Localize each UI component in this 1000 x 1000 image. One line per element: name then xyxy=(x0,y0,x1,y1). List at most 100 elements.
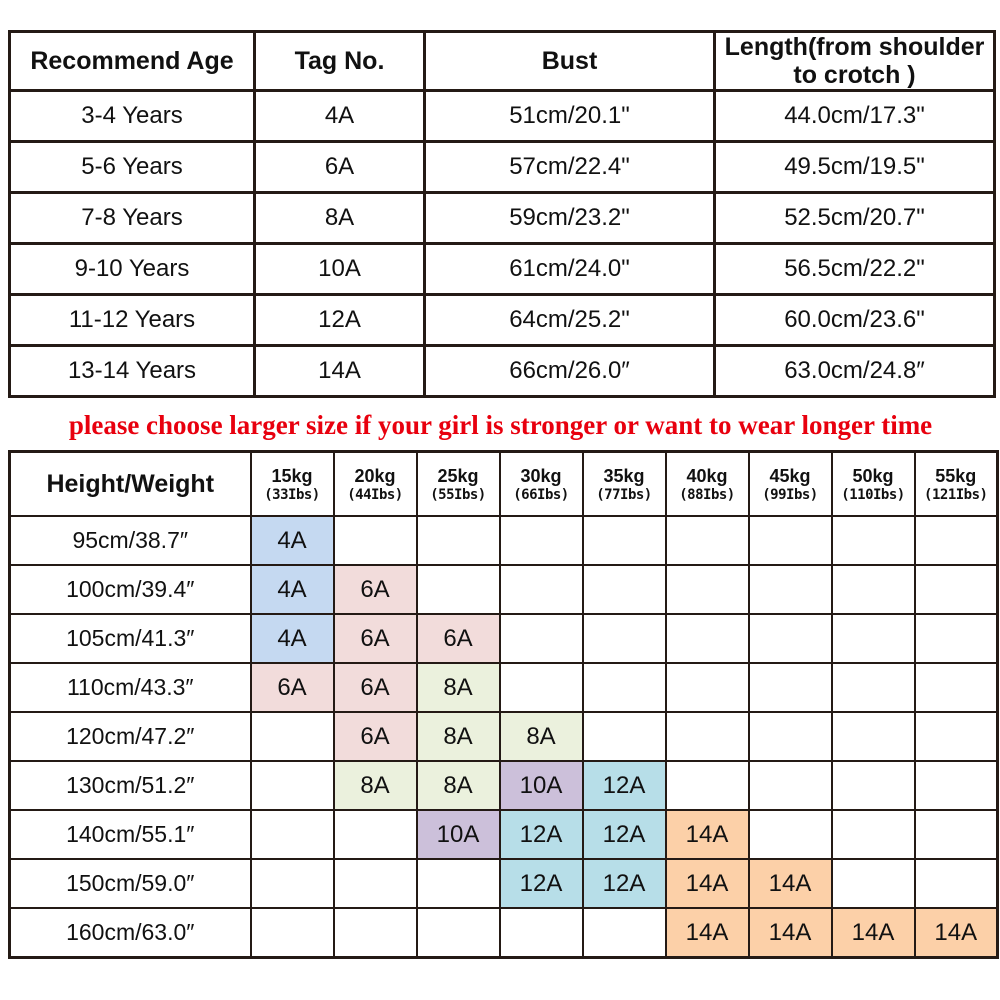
tag-cell: 6A xyxy=(415,613,501,665)
height-label-cell: 120cm/47.2″ xyxy=(8,711,252,763)
empty-cell xyxy=(498,613,584,665)
empty-cell xyxy=(664,613,750,665)
size-table-cell: 3-4 Years xyxy=(8,89,256,143)
weight-lbs-label: (110Ibs) xyxy=(841,486,905,503)
empty-cell xyxy=(249,809,335,861)
empty-cell xyxy=(332,907,418,959)
size-table-cell: 56.5cm/22.2" xyxy=(713,242,996,296)
weight-header-cell: 25kg (55Ibs) xyxy=(415,450,501,518)
tag-cell: 12A xyxy=(581,809,667,861)
empty-cell xyxy=(498,662,584,714)
size-table-cell: 8A xyxy=(253,191,426,245)
weight-lbs-label: (88Ibs) xyxy=(679,486,735,503)
size-table-cell: 11-12 Years xyxy=(8,293,256,347)
empty-cell xyxy=(664,662,750,714)
empty-cell xyxy=(747,809,833,861)
tag-cell: 6A xyxy=(332,711,418,763)
tag-cell: 12A xyxy=(498,809,584,861)
empty-cell xyxy=(913,809,999,861)
empty-cell xyxy=(830,858,916,910)
weight-header-cell: 20kg (44Ibs) xyxy=(332,450,418,518)
height-weight-table: Height/Weight 15kg (33Ibs) 20kg (44Ibs) 25kg… xyxy=(8,450,999,960)
tag-cell: 14A xyxy=(830,907,916,959)
empty-cell xyxy=(830,564,916,616)
weight-kg-label: 55kg xyxy=(935,466,977,487)
empty-cell xyxy=(747,760,833,812)
empty-cell xyxy=(498,564,584,616)
weight-kg-label: 35kg xyxy=(603,466,645,487)
weight-header-cell: 45kg (99Ibs) xyxy=(747,450,833,518)
size-table-cell: 13-14 Years xyxy=(8,344,256,398)
height-label-cell: 160cm/63.0″ xyxy=(8,907,252,959)
size-table-cell: 44.0cm/17.3" xyxy=(713,89,996,143)
weight-kg-label: 50kg xyxy=(852,466,894,487)
weight-header-cell: 15kg (33Ibs) xyxy=(249,450,335,518)
empty-cell xyxy=(498,907,584,959)
weight-lbs-label: (33Ibs) xyxy=(264,486,320,503)
weight-header-cell: 40kg (88Ibs) xyxy=(664,450,750,518)
height-label-cell: 95cm/38.7″ xyxy=(8,515,252,567)
empty-cell xyxy=(913,515,999,567)
empty-cell xyxy=(830,711,916,763)
size-table-row: 11-12 Years 12A 64cm/25.2" 60.0cm/23.6" xyxy=(8,293,996,347)
size-notice-text: please choose larger size if your girl i… xyxy=(68,410,933,440)
empty-cell xyxy=(913,760,999,812)
empty-cell xyxy=(747,711,833,763)
empty-cell xyxy=(332,809,418,861)
tag-cell: 4A xyxy=(249,564,335,616)
tag-cell: 8A xyxy=(415,662,501,714)
empty-cell xyxy=(664,564,750,616)
size-table-cell: 57cm/22.4" xyxy=(423,140,716,194)
empty-cell xyxy=(415,858,501,910)
empty-cell xyxy=(498,515,584,567)
tag-cell: 14A xyxy=(664,809,750,861)
weight-kg-label: 15kg xyxy=(271,466,313,487)
size-table-cell: 52.5cm/20.7" xyxy=(713,191,996,245)
matrix-row: 100cm/39.4″ 4A 6A xyxy=(8,564,999,616)
size-table-header-cell: Length(from shoulder to crotch ) xyxy=(713,30,996,92)
empty-cell xyxy=(332,515,418,567)
size-table-row: 3-4 Years 4A 51cm/20.1" 44.0cm/17.3" xyxy=(8,89,996,143)
size-table-row: 9-10 Years 10A 61cm/24.0" 56.5cm/22.2" xyxy=(8,242,996,296)
matrix-row: 150cm/59.0″ 12A 12A 14A 14A xyxy=(8,858,999,910)
empty-cell xyxy=(913,613,999,665)
empty-cell xyxy=(830,662,916,714)
tag-cell: 12A xyxy=(581,760,667,812)
weight-lbs-label: (77Ibs) xyxy=(596,486,652,503)
size-table-header-cell: Recommend Age xyxy=(8,30,256,92)
height-label-cell: 150cm/59.0″ xyxy=(8,858,252,910)
size-table-cell: 61cm/24.0" xyxy=(423,242,716,296)
empty-cell xyxy=(581,711,667,763)
size-table-cell: 59cm/23.2" xyxy=(423,191,716,245)
empty-cell xyxy=(664,515,750,567)
tag-cell: 14A xyxy=(747,907,833,959)
empty-cell xyxy=(664,760,750,812)
empty-cell xyxy=(747,613,833,665)
size-table-cell: 12A xyxy=(253,293,426,347)
height-label-cell: 130cm/51.2″ xyxy=(8,760,252,812)
empty-cell xyxy=(830,760,916,812)
weight-kg-label: 25kg xyxy=(437,466,479,487)
empty-cell xyxy=(249,760,335,812)
tag-cell: 6A xyxy=(332,613,418,665)
tag-cell: 8A xyxy=(498,711,584,763)
empty-cell xyxy=(249,907,335,959)
tag-cell: 6A xyxy=(249,662,335,714)
empty-cell xyxy=(747,564,833,616)
height-label-cell: 110cm/43.3″ xyxy=(8,662,252,714)
weight-header-cell: 55kg (121Ibs) xyxy=(913,450,999,518)
weight-lbs-label: (66Ibs) xyxy=(513,486,569,503)
tag-cell: 12A xyxy=(498,858,584,910)
empty-cell xyxy=(332,858,418,910)
tag-cell: 14A xyxy=(664,907,750,959)
size-table-cell: 51cm/20.1" xyxy=(423,89,716,143)
empty-cell xyxy=(415,907,501,959)
empty-cell xyxy=(581,907,667,959)
size-table-cell: 64cm/25.2" xyxy=(423,293,716,347)
empty-cell xyxy=(830,809,916,861)
matrix-corner-header: Height/Weight xyxy=(8,450,252,518)
matrix-row: 105cm/41.3″ 4A 6A 6A xyxy=(8,613,999,665)
tag-cell: 10A xyxy=(415,809,501,861)
tag-cell: 4A xyxy=(249,515,335,567)
empty-cell xyxy=(747,662,833,714)
